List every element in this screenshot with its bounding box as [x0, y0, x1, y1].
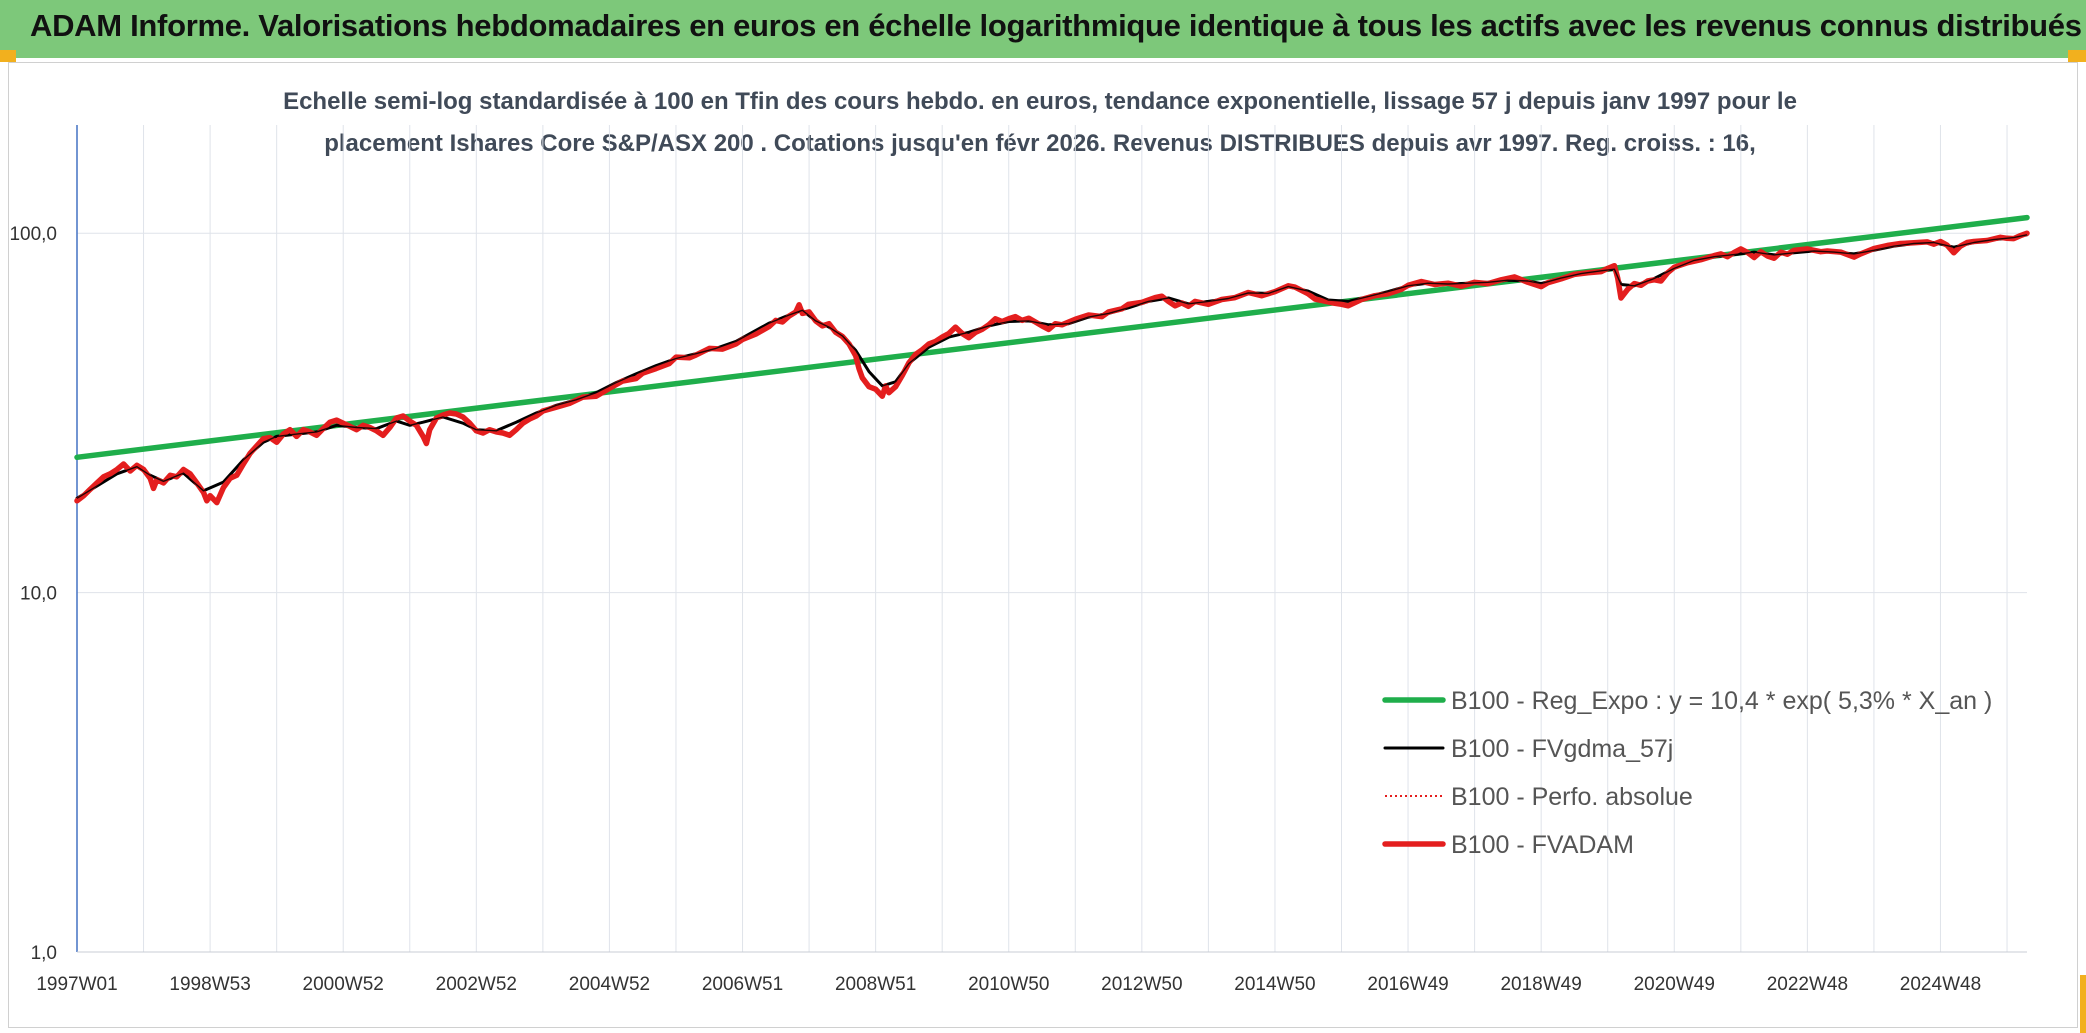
chart-title-line-1: Echelle semi-log standardisée à 100 en T… [283, 88, 1797, 115]
legend-label-1: B100 - Reg_Expo : y = 10,4 * exp( 5,3% *… [1451, 687, 1992, 715]
x-tick-label: 2008W51 [835, 974, 916, 995]
report-title: ADAM Informe. Valorisations hebdomadaire… [30, 8, 2082, 43]
corner-mark-top-left [0, 50, 16, 62]
x-tick-label: 2022W48 [1767, 974, 1848, 995]
x-tick-label: 2004W52 [569, 974, 650, 995]
y-tick-label: 1,0 [31, 943, 57, 964]
x-tick-label: 2012W50 [1101, 974, 1182, 995]
series-line-2-overlay [76, 234, 2028, 499]
x-tick-label: 1997W01 [36, 974, 117, 995]
x-tick-label: 2000W52 [303, 974, 384, 995]
y-tick-label: 10,0 [20, 584, 57, 605]
chart-title-line-2: placement Ishares Core S&P/ASX 200 . Cot… [324, 130, 1756, 157]
x-tick-label: 2024W48 [1900, 974, 1981, 995]
legend-label-2: B100 - FVgdma_57j [1451, 735, 1673, 763]
x-tick-label: 2020W49 [1634, 974, 1715, 995]
legend-label-4: B100 - FVADAM [1451, 831, 1634, 859]
x-tick-label: 2016W49 [1367, 974, 1448, 995]
x-tick-label: 2006W51 [702, 974, 783, 995]
series-line-4 [74, 230, 2030, 506]
x-tick-label: 2002W52 [436, 974, 517, 995]
chart-frame [8, 62, 2078, 1028]
corner-mark-bottom-right [2080, 975, 2086, 1033]
x-tick-label: 1998W53 [169, 974, 250, 995]
legend-label-3: B100 - Perfo. absolue [1451, 783, 1693, 811]
report-banner: ADAM Informe. Valorisations hebdomadaire… [0, 0, 2086, 58]
series-line-2 [75, 233, 2029, 500]
corner-mark-top-right [2068, 50, 2086, 62]
x-tick-label: 2014W50 [1234, 974, 1315, 995]
x-tick-label: 2010W50 [968, 974, 1049, 995]
x-tick-label: 2018W49 [1500, 974, 1581, 995]
y-tick-label: 100,0 [9, 224, 57, 245]
